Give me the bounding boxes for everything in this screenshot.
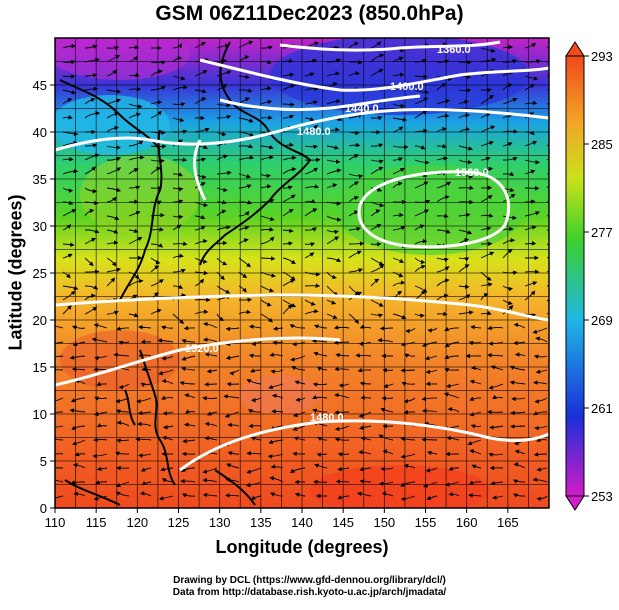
x-tick-label: 155 [415, 515, 437, 530]
streamline [381, 328, 393, 329]
x-tick-label: 110 [45, 515, 66, 530]
y-tick-label: 40 [33, 125, 47, 140]
colorbar-tick-label: 285 [591, 137, 613, 152]
y-tick-label: 0 [40, 501, 47, 516]
colorbar-tick-label: 261 [591, 401, 613, 416]
y-tick-label: 10 [33, 407, 47, 422]
contour-label: 1520.0 [185, 343, 219, 355]
y-tick-label: 45 [33, 78, 47, 93]
streamline [205, 384, 217, 385]
x-tick-label: 145 [332, 515, 354, 530]
colorbar-tick-label: 277 [591, 225, 613, 240]
y-axis-label: Latitude (degrees) [6, 183, 27, 363]
streamline [317, 454, 327, 455]
x-axis: 110 115 120 125 130 135 140 145 150 155 160 165 [45, 508, 519, 530]
contour-label: 1400.0 [390, 81, 424, 93]
y-tick-label: 15 [33, 360, 47, 375]
y-tick-label: 25 [33, 266, 47, 281]
colorbar-tick-label: 253 [591, 489, 613, 504]
y-tick-label: 35 [33, 172, 47, 187]
credit-drawing: Drawing by DCL (https://www.gfd-dennou.o… [0, 575, 619, 587]
y-tick-label: 30 [33, 219, 47, 234]
streamline [261, 230, 273, 231]
x-tick-label: 165 [497, 515, 519, 530]
y-tick-label: 20 [33, 313, 47, 328]
x-axis-label: Longitude (degrees) [55, 537, 549, 558]
x-tick-label: 120 [126, 515, 148, 530]
x-tick-label: 130 [209, 515, 231, 530]
credit-block: Drawing by DCL (https://www.gfd-dennou.o… [0, 575, 619, 599]
contour-label: 1480.0 [297, 126, 331, 138]
streamline [283, 104, 294, 105]
y-axis: 0 5 10 15 20 25 30 35 40 45 [33, 78, 55, 516]
contour-label: 1560.0 [455, 167, 489, 179]
contour-label: 1480.0 [310, 412, 344, 424]
colorbar-tick-label: 269 [591, 313, 613, 328]
contour-label: 1440.0 [345, 103, 379, 115]
x-tick-label: 115 [86, 515, 107, 530]
x-tick-label: 135 [250, 515, 272, 530]
contour-label: 1360.0 [437, 44, 471, 56]
streamline [117, 440, 129, 441]
streamline [422, 440, 437, 441]
x-tick-label: 160 [456, 515, 478, 530]
x-tick-label: 125 [168, 515, 190, 530]
streamline [356, 355, 371, 356]
y-tick-label: 5 [40, 454, 47, 469]
streamline [371, 244, 381, 245]
x-tick-label: 140 [291, 515, 313, 530]
streamline [85, 272, 99, 273]
colorbar-tick-label: 293 [591, 49, 613, 64]
colorbar: 293 285 277 269 261 253 [566, 42, 613, 510]
credit-data: Data from http://database.rish.kyoto-u.a… [0, 587, 619, 599]
x-tick-label: 150 [373, 515, 395, 530]
